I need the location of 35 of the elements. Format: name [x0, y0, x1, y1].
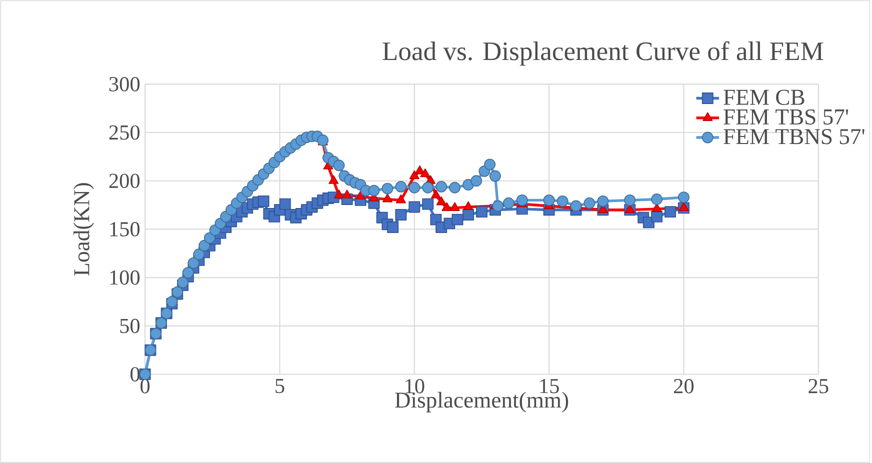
point: [463, 201, 474, 210]
point: [342, 190, 352, 198]
y-tick-label: 0: [130, 367, 140, 382]
point: [396, 194, 406, 204]
point: [414, 165, 425, 174]
point: [450, 202, 460, 211]
x-tick-label: 10: [406, 378, 424, 394]
x-tick-label: 20: [674, 378, 694, 394]
chart-title: Load vs. Displacement Curve of all FEM: [382, 41, 824, 66]
point: [420, 168, 430, 178]
point: [436, 196, 446, 206]
point: [356, 190, 366, 200]
point: [430, 190, 441, 198]
x-tick-label: 15: [540, 378, 559, 394]
legend-label: FEM TBS 57': [724, 109, 848, 125]
point: [328, 175, 339, 184]
x-tick-label: 5: [276, 378, 284, 394]
y-tick-label: 50: [120, 318, 140, 334]
point: [652, 203, 662, 212]
legend-label: FEM TBNS 57': [724, 128, 864, 144]
point: [334, 190, 344, 198]
y-axis-title: Load(KN): [73, 183, 94, 276]
x-axis-title: Displacement(mm): [395, 392, 568, 412]
y-tick-label: 200: [109, 174, 140, 188]
x-tick-label: 25: [808, 378, 828, 394]
point: [678, 202, 689, 211]
point: [442, 202, 452, 211]
y-tick-label: 250: [109, 125, 140, 140]
point: [382, 193, 392, 202]
point: [624, 204, 635, 213]
y-tick-label: 300: [109, 76, 140, 92]
y-tick-label: 150: [110, 222, 140, 236]
legend-label: FEM CB: [724, 90, 804, 105]
y-tick-label: 100: [110, 270, 140, 285]
point: [409, 170, 420, 180]
